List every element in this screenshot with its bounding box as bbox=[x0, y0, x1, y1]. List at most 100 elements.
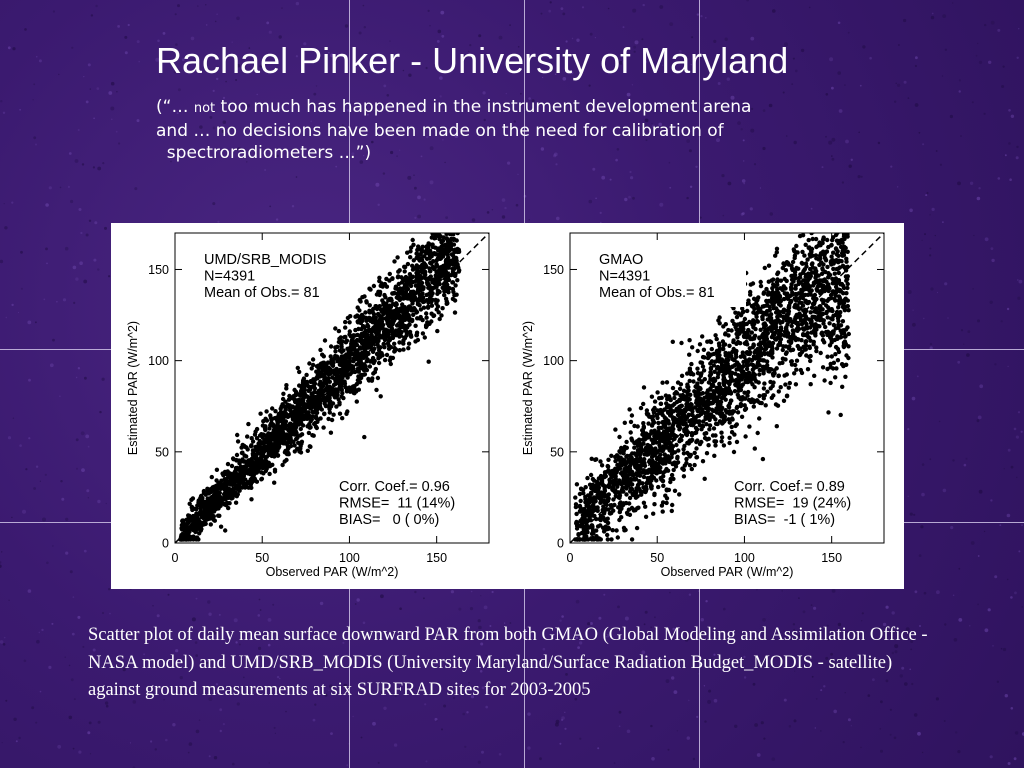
data-point bbox=[452, 293, 457, 298]
texture-speck bbox=[1017, 411, 1021, 414]
data-point bbox=[393, 285, 399, 290]
data-point bbox=[457, 268, 462, 273]
texture-speck bbox=[700, 618, 704, 622]
texture-speck bbox=[897, 44, 900, 46]
texture-speck bbox=[83, 549, 87, 553]
data-point bbox=[346, 353, 352, 358]
texture-speck bbox=[52, 545, 54, 547]
texture-speck bbox=[443, 704, 447, 708]
texture-speck bbox=[756, 753, 761, 757]
texture-speck bbox=[686, 736, 690, 740]
data-point bbox=[221, 496, 227, 501]
texture-speck bbox=[35, 721, 38, 724]
data-point bbox=[228, 492, 233, 497]
data-point bbox=[261, 441, 266, 446]
data-point bbox=[450, 296, 456, 302]
texture-speck bbox=[654, 616, 656, 619]
texture-speck bbox=[895, 82, 897, 85]
data-point bbox=[337, 411, 343, 416]
texture-speck bbox=[977, 319, 980, 323]
data-point bbox=[808, 310, 813, 315]
texture-speck bbox=[88, 721, 92, 725]
data-point bbox=[301, 376, 307, 381]
data-point bbox=[397, 348, 402, 353]
texture-speck bbox=[272, 603, 275, 606]
data-point bbox=[292, 398, 298, 403]
texture-speck bbox=[1010, 465, 1014, 469]
data-point bbox=[300, 400, 305, 405]
texture-speck bbox=[80, 431, 85, 436]
texture-speck bbox=[83, 76, 85, 78]
quote-line-2: and … no decisions have been made on the… bbox=[156, 121, 724, 141]
data-point bbox=[443, 296, 449, 301]
data-point bbox=[356, 369, 361, 374]
texture-speck bbox=[994, 363, 997, 366]
data-point bbox=[439, 240, 444, 245]
data-point bbox=[729, 424, 734, 430]
texture-speck bbox=[72, 265, 77, 270]
data-point bbox=[370, 339, 375, 344]
texture-speck bbox=[957, 360, 961, 364]
data-point bbox=[416, 247, 421, 252]
texture-speck bbox=[96, 87, 100, 90]
data-point bbox=[437, 225, 441, 229]
data-point bbox=[429, 251, 434, 256]
texture-speck bbox=[216, 13, 218, 15]
texture-speck bbox=[936, 291, 939, 294]
data-point bbox=[216, 513, 221, 518]
texture-speck bbox=[918, 131, 921, 134]
texture-speck bbox=[917, 731, 921, 736]
texture-speck bbox=[213, 756, 218, 760]
data-point bbox=[677, 492, 682, 497]
texture-speck bbox=[589, 32, 593, 36]
texture-speck bbox=[69, 570, 73, 574]
data-point bbox=[392, 341, 397, 346]
texture-speck bbox=[92, 166, 95, 169]
data-point bbox=[339, 344, 344, 349]
data-point bbox=[829, 354, 834, 359]
data-point bbox=[282, 450, 288, 455]
texture-speck bbox=[795, 69, 798, 73]
texture-speck bbox=[810, 604, 813, 606]
texture-speck bbox=[564, 727, 567, 730]
texture-speck bbox=[134, 187, 138, 191]
data-point bbox=[411, 291, 416, 297]
data-point bbox=[406, 314, 411, 319]
texture-speck bbox=[966, 353, 970, 357]
texture-speck bbox=[598, 616, 602, 620]
data-point bbox=[179, 537, 184, 542]
texture-speck bbox=[478, 34, 482, 38]
texture-speck bbox=[434, 717, 438, 721]
data-point bbox=[363, 349, 368, 354]
data-point bbox=[406, 341, 412, 346]
texture-speck bbox=[990, 20, 995, 25]
data-point bbox=[440, 306, 445, 311]
data-point bbox=[234, 458, 239, 463]
texture-speck bbox=[727, 181, 732, 186]
texture-speck bbox=[165, 738, 168, 742]
data-point bbox=[449, 227, 453, 231]
texture-speck bbox=[651, 757, 655, 761]
data-point bbox=[326, 394, 331, 399]
texture-speck bbox=[330, 732, 333, 735]
data-point bbox=[288, 443, 294, 449]
data-point bbox=[310, 433, 315, 438]
texture-speck bbox=[575, 599, 580, 604]
texture-speck bbox=[704, 720, 707, 723]
data-point bbox=[277, 424, 282, 429]
data-point bbox=[831, 228, 835, 232]
texture-speck bbox=[72, 747, 75, 750]
data-point bbox=[774, 346, 780, 351]
texture-speck bbox=[382, 172, 386, 175]
texture-speck bbox=[450, 590, 454, 594]
data-point bbox=[651, 511, 656, 516]
texture-speck bbox=[976, 196, 981, 201]
texture-speck bbox=[914, 103, 919, 107]
texture-speck bbox=[73, 301, 76, 304]
texture-speck bbox=[383, 706, 387, 710]
data-point bbox=[697, 342, 703, 347]
texture-speck bbox=[152, 605, 154, 607]
data-point bbox=[781, 261, 786, 266]
data-point bbox=[406, 346, 411, 351]
texture-speck bbox=[626, 729, 631, 734]
